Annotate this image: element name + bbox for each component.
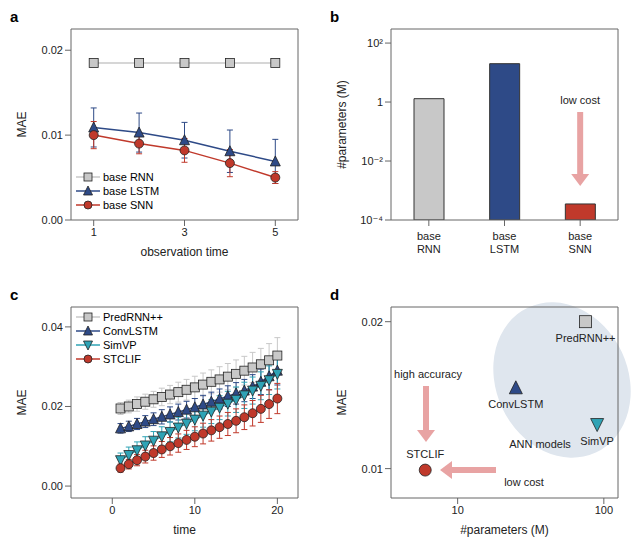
svg-text:0.04: 0.04 (42, 321, 63, 333)
svg-text:#parameters (M): #parameters (M) (335, 80, 349, 169)
svg-text:10: 10 (452, 504, 464, 516)
svg-text:MAE: MAE (15, 389, 29, 415)
svg-text:0.02: 0.02 (42, 44, 63, 56)
svg-text:high accuracy: high accuracy (394, 368, 462, 380)
svg-text:100: 100 (595, 504, 613, 516)
svg-text:ConvLSTM: ConvLSTM (488, 398, 543, 410)
html-text:PredRNN++: PredRNN++ (103, 311, 163, 323)
svg-text:20: 20 (271, 504, 283, 516)
svg-text:STCLIF: STCLIF (406, 448, 444, 460)
svg-text:3: 3 (181, 226, 187, 238)
html-text:d: d (330, 286, 340, 303)
html-text:STCLIF: STCLIF (103, 353, 141, 365)
html-text:SimVP: SimVP (103, 339, 137, 351)
html-text:a: a (10, 8, 19, 25)
svg-text:low cost: low cost (560, 94, 600, 106)
html-text:ConvLSTM: ConvLSTM (103, 325, 158, 337)
svg-text:SimVP: SimVP (580, 435, 614, 447)
svg-text:low cost: low cost (504, 476, 544, 488)
svg-text:0.02: 0.02 (362, 316, 383, 328)
svg-text:baseLSTM: baseLSTM (490, 230, 519, 255)
svg-text:10⁻⁴: 10⁻⁴ (360, 214, 383, 226)
svg-text:baseSNN: baseSNN (568, 230, 592, 255)
svg-text:1: 1 (91, 226, 97, 238)
svg-text:10²: 10² (367, 37, 383, 49)
svg-text:0.00: 0.00 (42, 480, 63, 492)
svg-text:5: 5 (272, 226, 278, 238)
svg-text:ANN models: ANN models (509, 438, 571, 450)
html-text:b: b (330, 8, 340, 25)
svg-text:10⁻²: 10⁻² (361, 155, 383, 167)
svg-text:0.00: 0.00 (42, 214, 63, 226)
svg-text:time: time (173, 523, 196, 537)
svg-text:observation time: observation time (140, 245, 228, 259)
svg-text:0.01: 0.01 (362, 463, 383, 475)
html-text:base LSTM: base LSTM (103, 185, 160, 197)
svg-text:10: 10 (189, 504, 201, 516)
html-text:base SNN: base SNN (103, 199, 154, 211)
svg-text:MAE: MAE (335, 389, 349, 415)
svg-text:0.02: 0.02 (42, 400, 63, 412)
svg-text:0.01: 0.01 (42, 129, 63, 141)
svg-text:0: 0 (109, 504, 115, 516)
svg-text:PredRNN++: PredRNN++ (556, 332, 616, 344)
svg-text:MAE: MAE (15, 111, 29, 137)
svg-text:baseRNN: baseRNN (417, 230, 441, 255)
html-text:base RNN: base RNN (103, 171, 154, 183)
html-text:c: c (10, 286, 19, 303)
svg-text:#parameters (M): #parameters (M) (460, 523, 549, 537)
svg-text:1: 1 (377, 96, 383, 108)
